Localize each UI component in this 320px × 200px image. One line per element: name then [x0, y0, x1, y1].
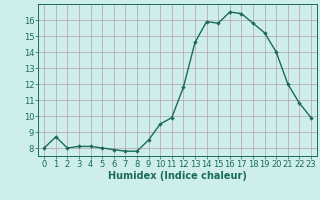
X-axis label: Humidex (Indice chaleur): Humidex (Indice chaleur): [108, 171, 247, 181]
